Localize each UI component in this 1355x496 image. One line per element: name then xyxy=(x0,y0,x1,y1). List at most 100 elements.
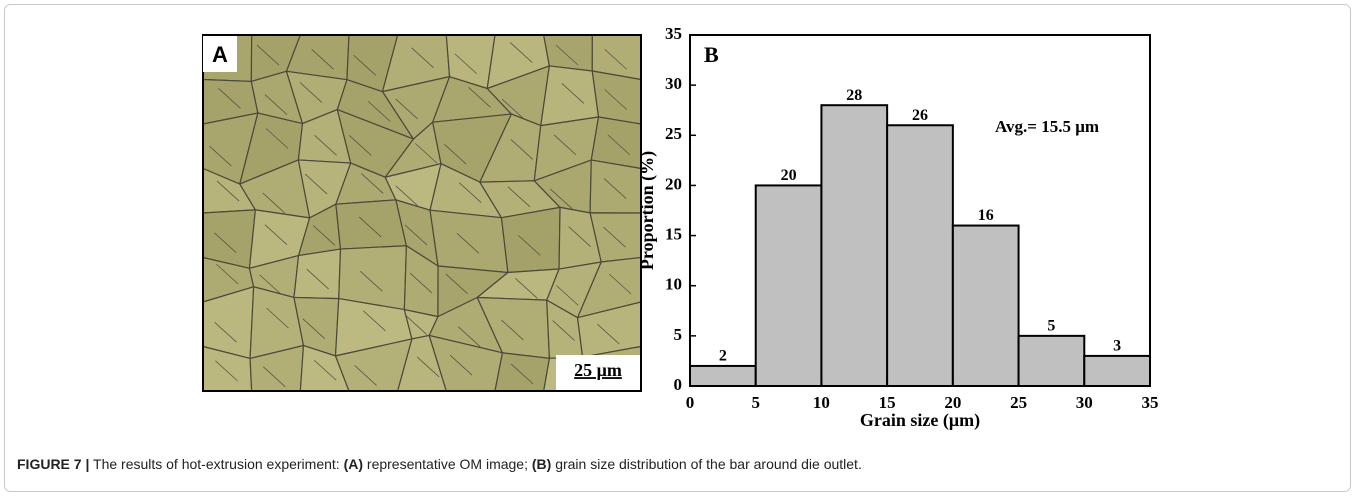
grain-split xyxy=(264,224,288,246)
bar xyxy=(1083,354,1152,387)
bar xyxy=(820,104,889,387)
grain-split xyxy=(262,192,285,214)
x-tick-label: 5 xyxy=(751,393,760,412)
grain-split xyxy=(216,180,240,202)
grain-split xyxy=(354,365,377,386)
y-tick-label: 0 xyxy=(674,375,683,394)
grain-split xyxy=(314,135,337,156)
grain xyxy=(429,209,509,274)
grain-split xyxy=(256,44,280,66)
value-label: 5 xyxy=(1047,318,1055,335)
grain-split xyxy=(361,173,384,194)
grain-split xyxy=(445,273,468,295)
grain-split xyxy=(367,101,391,122)
grain-split xyxy=(553,134,577,156)
y-tick-label: 15 xyxy=(665,224,682,243)
grain-split xyxy=(215,360,238,382)
grain-split xyxy=(214,321,237,343)
grain-split xyxy=(454,53,478,75)
grain-split xyxy=(262,366,286,388)
grain-split xyxy=(311,49,334,70)
grain-split xyxy=(360,271,383,292)
grain-split xyxy=(597,323,620,345)
grain-split xyxy=(568,226,591,247)
grain xyxy=(494,352,551,392)
caption-segment: The results of hot-extrusion experiment: xyxy=(89,456,343,472)
grain-split xyxy=(266,307,289,329)
grain-split xyxy=(607,134,631,156)
grain-split xyxy=(603,226,626,248)
bar xyxy=(886,124,954,387)
y-tick-label: 30 xyxy=(665,74,682,93)
value-label: 28 xyxy=(846,87,862,104)
caption-segment: grain size distribution of the bar aroun… xyxy=(551,456,862,472)
y-tick-label: 10 xyxy=(665,275,682,294)
grain-split xyxy=(510,139,534,160)
grain-split xyxy=(404,224,428,246)
grain-split xyxy=(501,98,525,120)
grain-split xyxy=(561,83,585,104)
grain-split xyxy=(259,274,282,296)
grain-split xyxy=(395,185,418,207)
grain xyxy=(293,248,342,300)
grain-split xyxy=(416,356,440,378)
grain-split xyxy=(409,272,433,294)
grain-split xyxy=(306,268,329,290)
bar xyxy=(754,184,823,387)
grain-split xyxy=(501,319,524,341)
grain-split xyxy=(449,354,473,376)
plot-frame xyxy=(689,34,1151,387)
x-tick-label: 20 xyxy=(944,393,961,412)
grain-split xyxy=(395,98,418,120)
bar xyxy=(689,364,757,388)
grain-split xyxy=(313,359,337,381)
grain xyxy=(591,70,642,125)
caption: FIGURE 7 | The results of hot-extrusion … xyxy=(17,456,862,472)
caption-segment: FIGURE 7 | xyxy=(17,456,89,472)
y-tick-label: 35 xyxy=(665,24,682,43)
grain-split xyxy=(363,310,386,332)
caption-segment: (A) xyxy=(344,456,363,472)
grain-split xyxy=(216,263,239,285)
x-tick-label: 10 xyxy=(813,393,830,412)
value-label: 3 xyxy=(1113,338,1121,355)
grain-split xyxy=(509,42,533,63)
grain-split xyxy=(518,235,541,256)
grain-split xyxy=(549,188,573,210)
grain-split xyxy=(304,173,328,195)
y-axis-label: Proportion (%) xyxy=(637,151,658,270)
grain-split xyxy=(458,182,482,203)
x-tick-label: 35 xyxy=(1142,393,1159,412)
bar xyxy=(1017,334,1086,388)
grain xyxy=(500,206,561,274)
grain-split xyxy=(349,135,372,156)
scale-bar-label: 25 μm xyxy=(574,360,622,380)
grain xyxy=(540,65,600,127)
grain-split xyxy=(302,318,326,339)
grain-split xyxy=(444,143,467,165)
grain-split xyxy=(213,232,237,253)
x-tick-label: 30 xyxy=(1076,393,1093,412)
grain-split xyxy=(510,363,534,385)
grain-split xyxy=(457,326,481,348)
grain-split xyxy=(299,82,323,103)
grain-split xyxy=(515,278,538,299)
grain-split xyxy=(264,94,288,115)
panel-label: B xyxy=(704,42,719,67)
micrograph-border xyxy=(202,34,642,392)
grain-split xyxy=(468,87,491,108)
grain-split xyxy=(555,44,579,66)
bar xyxy=(951,224,1020,387)
value-label: 20 xyxy=(781,167,797,184)
grain-split xyxy=(604,89,627,110)
caption-segment: representative OM image; xyxy=(363,456,532,472)
scale-bar-box xyxy=(556,355,640,390)
value-label: 2 xyxy=(719,348,727,365)
grain xyxy=(589,159,642,214)
grain-split xyxy=(265,128,289,149)
y-tick-label: 20 xyxy=(665,174,682,193)
grain-split xyxy=(414,143,438,164)
grain-split xyxy=(404,314,428,335)
caption-segment: (B) xyxy=(532,456,551,472)
